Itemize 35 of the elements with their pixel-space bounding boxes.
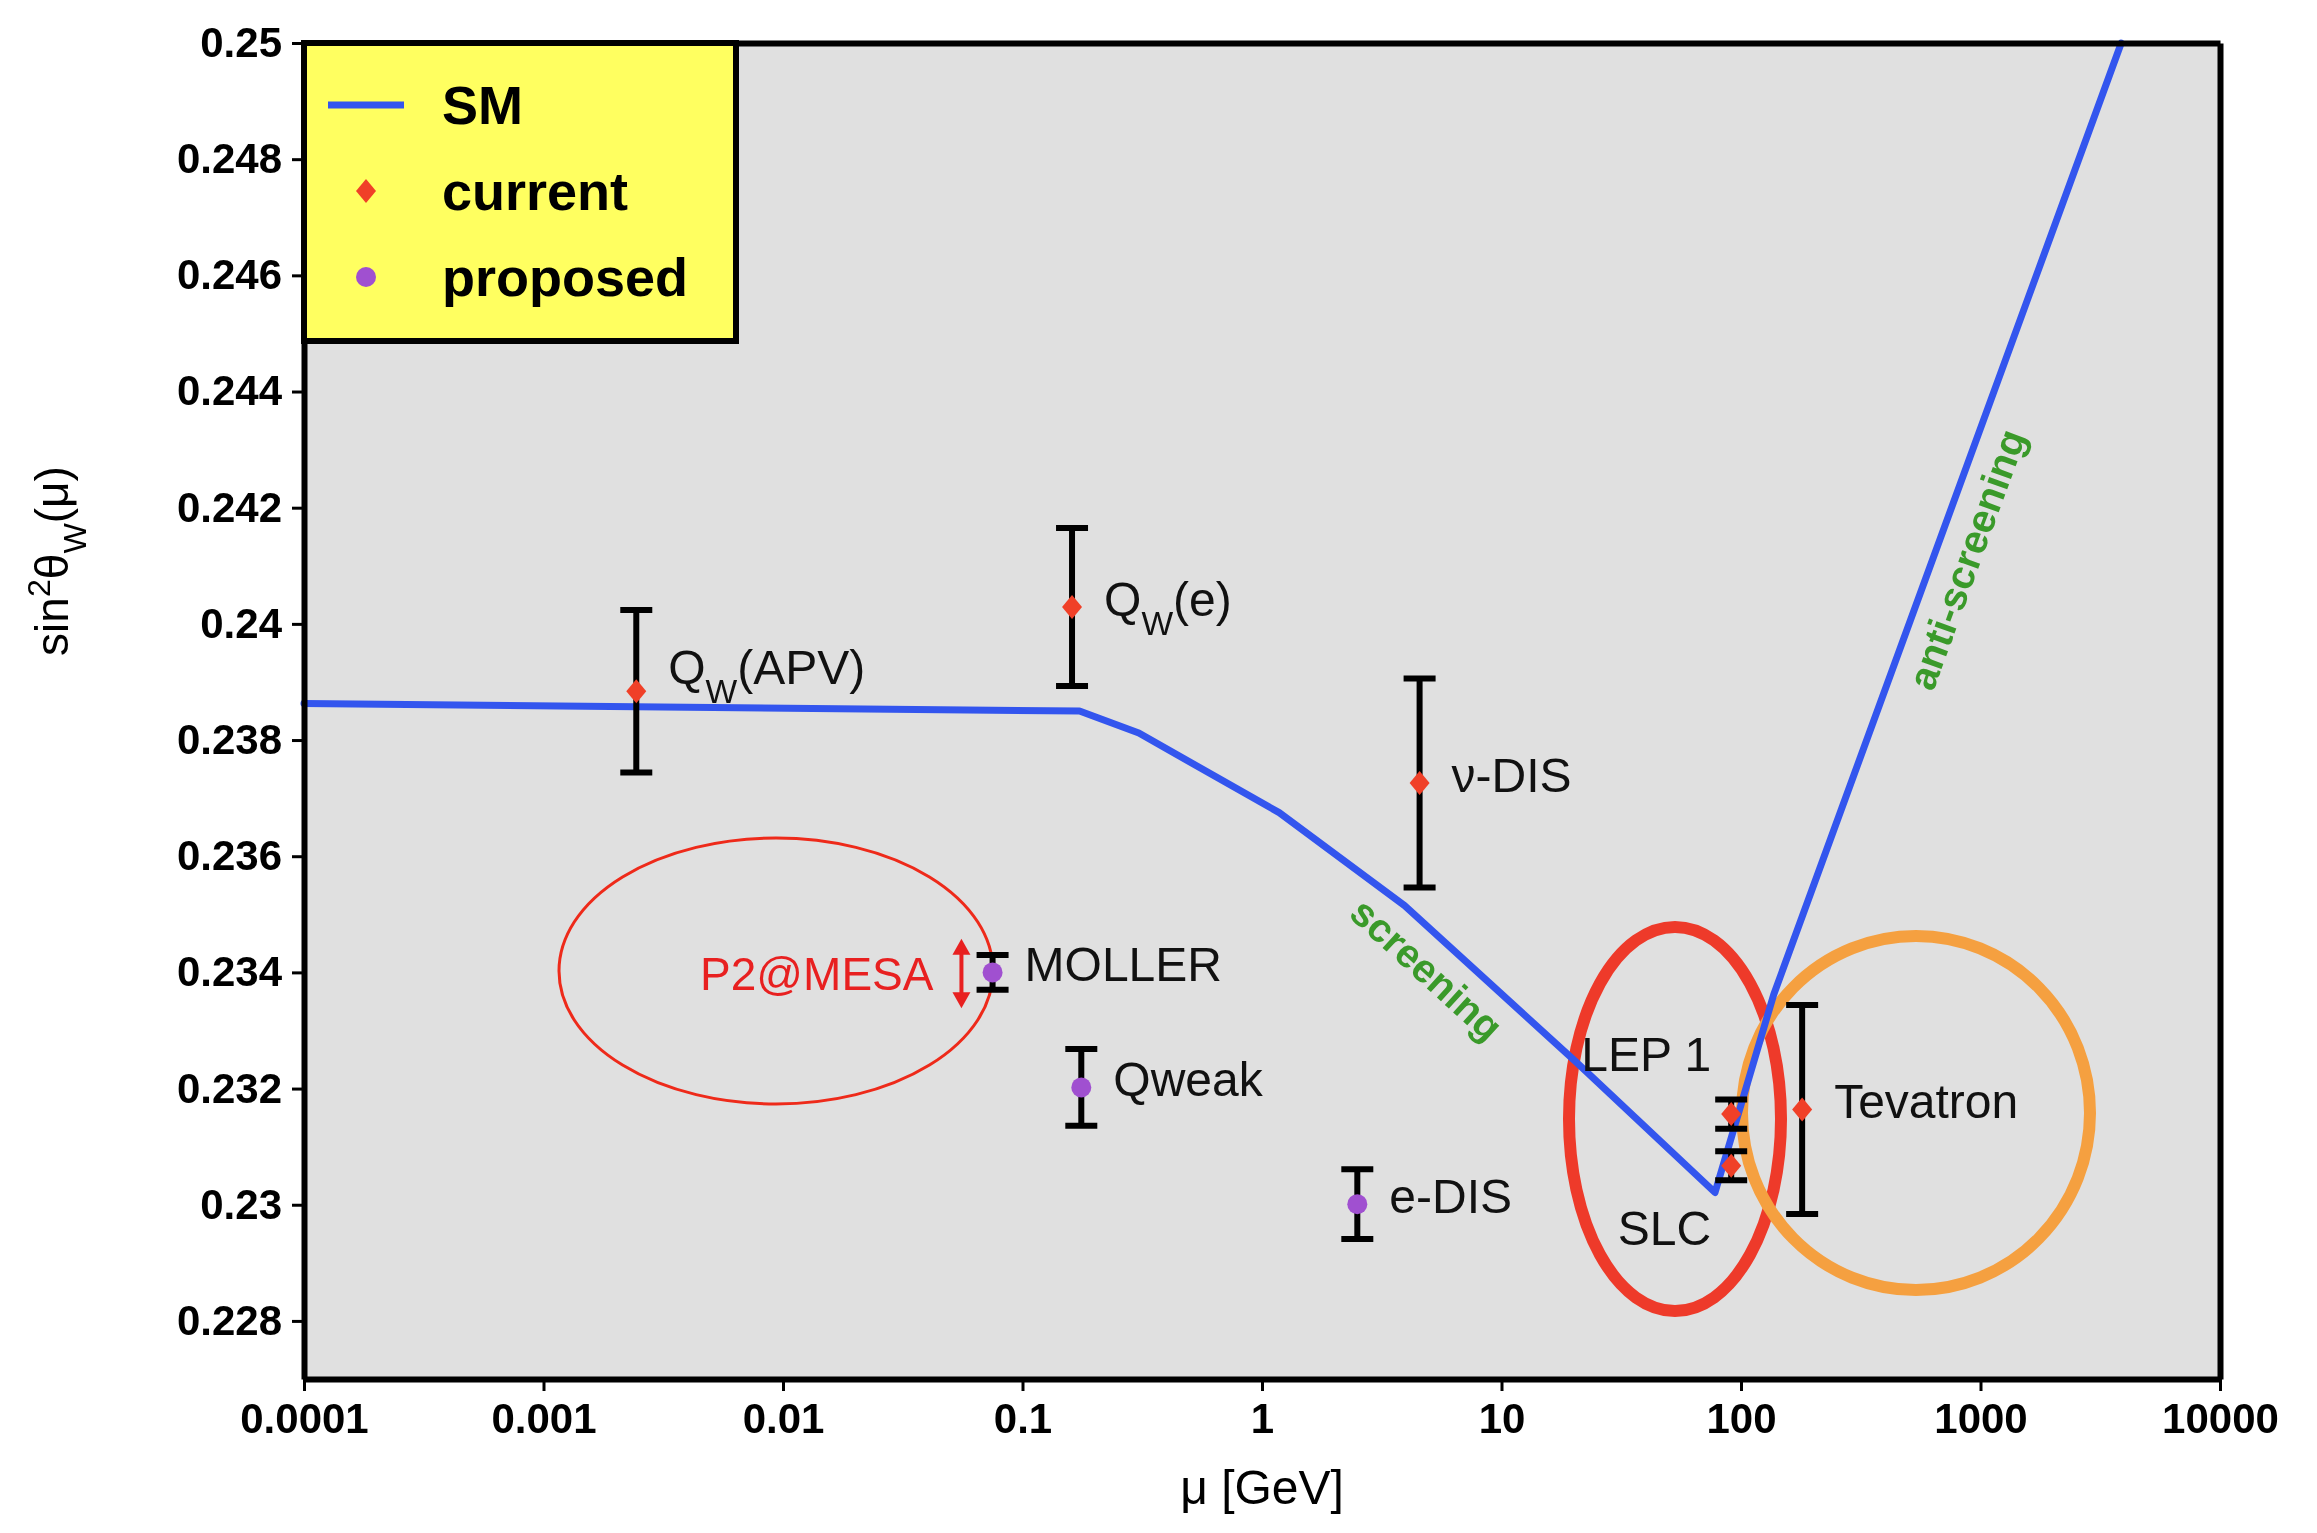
x-tick-label: 0.0001: [240, 1394, 369, 1442]
series-label: P2@MESA: [700, 947, 934, 1000]
y-tick-label: 0.238: [176, 715, 282, 763]
legend-label: proposed: [442, 246, 689, 307]
data-label: Qweak: [1113, 1053, 1264, 1107]
x-tick-label: 1: [1250, 1394, 1275, 1442]
y-tick-label: 0.244: [176, 367, 283, 415]
data-label: MOLLER: [1024, 938, 1222, 992]
y-tick-label: 0.228: [176, 1296, 282, 1344]
y-tick-label: 0.25: [200, 18, 282, 66]
data-label: ν-DIS: [1451, 748, 1572, 802]
data-label: SLC: [1617, 1201, 1712, 1255]
y-tick-label: 0.248: [176, 135, 282, 183]
data-label: Tevatron: [1834, 1075, 2019, 1129]
y-tick-label: 0.24: [200, 599, 283, 647]
y-tick-label: 0.23: [200, 1180, 282, 1228]
y-tick-label: 0.246: [176, 251, 282, 299]
x-tick-label: 10000: [2162, 1394, 2279, 1442]
data-label: Q$_{W}$(APV): [668, 641, 866, 710]
x-tick-label: 0.1: [993, 1394, 1053, 1442]
x-axis-title: μ [GeV]: [1180, 1461, 1344, 1514]
data-label: LEP 1: [1581, 1027, 1712, 1081]
legend-label: SM: [442, 74, 523, 135]
data-label: e-DIS: [1389, 1169, 1513, 1223]
x-tick-label: 1000: [1934, 1394, 2028, 1442]
legend-label: current: [442, 160, 629, 221]
y-tick-label: 0.232: [176, 1064, 282, 1112]
y-tick-label: 0.234: [176, 948, 283, 996]
x-tick-label: 0.001: [491, 1394, 597, 1442]
x-tick-label: 0.01: [742, 1394, 825, 1442]
y-tick-label: 0.242: [176, 483, 282, 531]
x-tick-label: 10: [1478, 1394, 1526, 1442]
data-label: Q$_{W}$(e): [1104, 572, 1232, 642]
y-tick-label: 0.236: [176, 832, 282, 880]
x-tick-label: 100: [1706, 1394, 1777, 1442]
